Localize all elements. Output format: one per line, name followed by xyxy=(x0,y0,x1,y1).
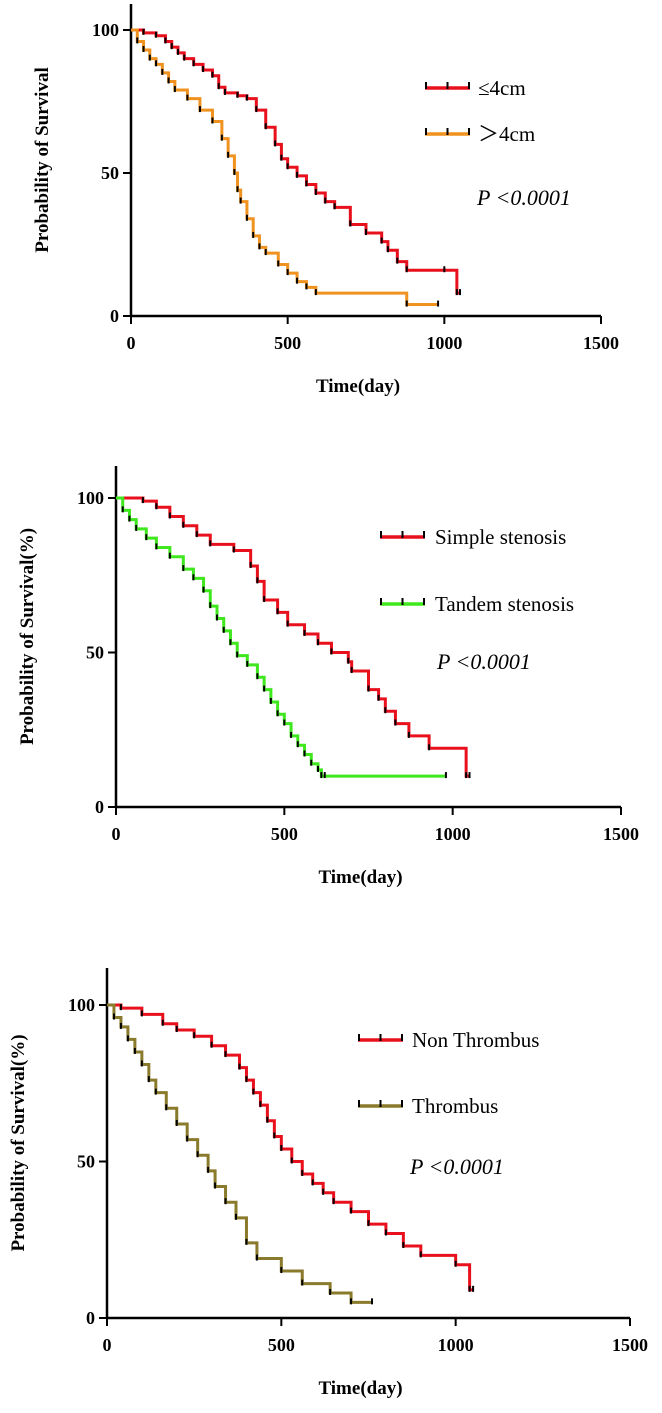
y-axis-title: Probability of Survival(%) xyxy=(17,528,38,745)
y-axis-title: Probability of Survival(%) xyxy=(8,1034,29,1251)
series-line-1 xyxy=(131,28,460,295)
p-value-annotation: P <0.0001 xyxy=(436,649,531,674)
legend-label-1: Simple stenosis xyxy=(435,525,566,549)
x-tick-label: 1500 xyxy=(612,1335,648,1355)
legend-label-2: Tandem stenosis xyxy=(435,592,574,616)
y-tick-label: 100 xyxy=(92,20,119,40)
x-tick-label: 1000 xyxy=(426,333,462,353)
x-axis-title: Time(day) xyxy=(316,376,400,397)
y-tick-label: 0 xyxy=(110,306,119,326)
x-tick-label: 1500 xyxy=(603,824,639,844)
legend-label-2: Thrombus xyxy=(412,1094,498,1118)
p-value-annotation: P <0.0001 xyxy=(409,1154,504,1179)
legend-label-2: ＞4cm xyxy=(478,122,535,146)
legend-label-1: ≤4cm xyxy=(478,76,526,100)
x-tick-label: 500 xyxy=(271,824,298,844)
x-tick-label: 1000 xyxy=(435,824,471,844)
x-axis-title: Time(day) xyxy=(318,867,402,888)
x-tick-label: 1500 xyxy=(583,333,619,353)
x-tick-label: 500 xyxy=(274,333,301,353)
x-tick-label: 500 xyxy=(268,1335,295,1355)
series-line-1 xyxy=(116,496,470,778)
x-tick-label: 1000 xyxy=(438,1335,474,1355)
legend-label-1: Non Thrombus xyxy=(412,1028,539,1052)
x-axis-title: Time(day) xyxy=(318,1378,402,1399)
series-line-2 xyxy=(131,28,439,307)
y-tick-label: 100 xyxy=(77,488,104,508)
series-line-2 xyxy=(107,1003,372,1304)
y-tick-label: 50 xyxy=(86,643,104,663)
series-line-2 xyxy=(116,496,446,778)
x-tick-label: 0 xyxy=(112,824,121,844)
x-tick-label: 0 xyxy=(103,1335,112,1355)
x-tick-label: 0 xyxy=(127,333,136,353)
p-value-annotation: P <0.0001 xyxy=(476,185,571,210)
y-tick-label: 50 xyxy=(77,1152,95,1172)
y-tick-label: 100 xyxy=(68,995,95,1015)
series-line-1 xyxy=(107,1003,474,1292)
y-tick-label: 0 xyxy=(95,797,104,817)
y-axis-title: Probability of Survival xyxy=(32,67,53,252)
y-tick-label: 50 xyxy=(101,163,119,183)
y-tick-label: 0 xyxy=(86,1308,95,1328)
